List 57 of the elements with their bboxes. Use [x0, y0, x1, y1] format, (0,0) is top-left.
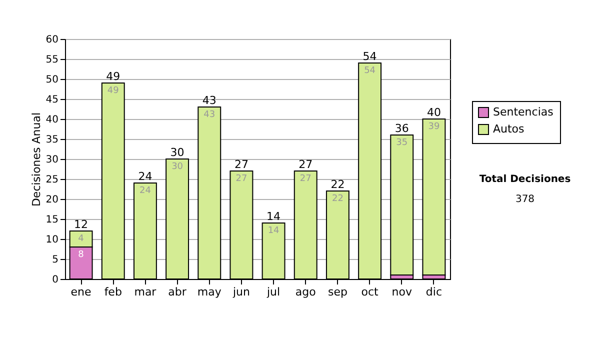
data-label: 27 [236, 174, 248, 184]
data-label: 24 [139, 186, 152, 196]
y-tick-label: 50 [46, 74, 58, 86]
y-tick-label: 0 [52, 274, 58, 286]
x-tick-label: sep [328, 286, 348, 298]
total-label: 24 [138, 170, 152, 183]
y-tick-label: 55 [46, 54, 58, 66]
y-tick-label: 20 [46, 194, 58, 206]
y-tick-label: 25 [46, 174, 58, 186]
data-label: 14 [268, 226, 280, 236]
data-label: 27 [300, 174, 312, 184]
x-tick-label: feb [104, 286, 122, 298]
data-label: 22 [332, 194, 344, 204]
data-label: 54 [364, 66, 376, 76]
data-label: 8 [78, 250, 84, 260]
bar [422, 118, 446, 276]
y-tick-label: 10 [46, 234, 58, 246]
x-tick-label: ago [295, 286, 316, 298]
data-label: 43 [204, 110, 216, 120]
data-label: 4 [78, 234, 84, 244]
total-label: 36 [394, 122, 409, 135]
y-tick-label: 40 [46, 114, 58, 126]
total-label: 14 [266, 210, 281, 223]
y-tick-label: 35 [46, 134, 58, 146]
total-label: 30 [170, 146, 184, 159]
text: Total Decisiones [479, 174, 571, 185]
total-label: 12 [74, 218, 88, 231]
x-tick-label: ene [70, 286, 92, 298]
text: 378 [515, 194, 535, 205]
x-tick-label: jun [232, 286, 250, 298]
x-tick-label: jul [266, 286, 280, 298]
y-tick-label: 15 [46, 214, 58, 226]
data-label: 35 [396, 138, 408, 148]
x-tick-label: dic [426, 286, 442, 298]
legend-label: Autos [493, 122, 525, 136]
total-label: 27 [298, 158, 313, 171]
data-label: 39 [428, 122, 440, 132]
y-tick-label: 5 [52, 254, 58, 266]
y-tick-label: 30 [46, 154, 58, 166]
y-tick-label: 45 [46, 94, 58, 106]
x-tick-label: abr [168, 286, 187, 298]
x-tick-label: nov [392, 286, 412, 298]
x-tick-label: may [197, 286, 222, 298]
bar [390, 134, 414, 276]
total-label: 40 [426, 106, 441, 119]
y-tick-label: 60 [46, 34, 58, 46]
y-axis-title: Decisiones Anual [30, 112, 43, 207]
x-tick-label: oct [361, 286, 380, 298]
data-label: 49 [107, 86, 120, 96]
total-label: 27 [234, 158, 248, 171]
total-label: 43 [202, 94, 216, 107]
legend-label: Sentencias [493, 106, 554, 118]
total-label: 22 [330, 178, 345, 191]
x-tick-label: mar [134, 286, 157, 298]
data-label: 30 [172, 162, 184, 172]
total-label: 54 [362, 50, 377, 63]
total-label: 49 [106, 70, 120, 83]
